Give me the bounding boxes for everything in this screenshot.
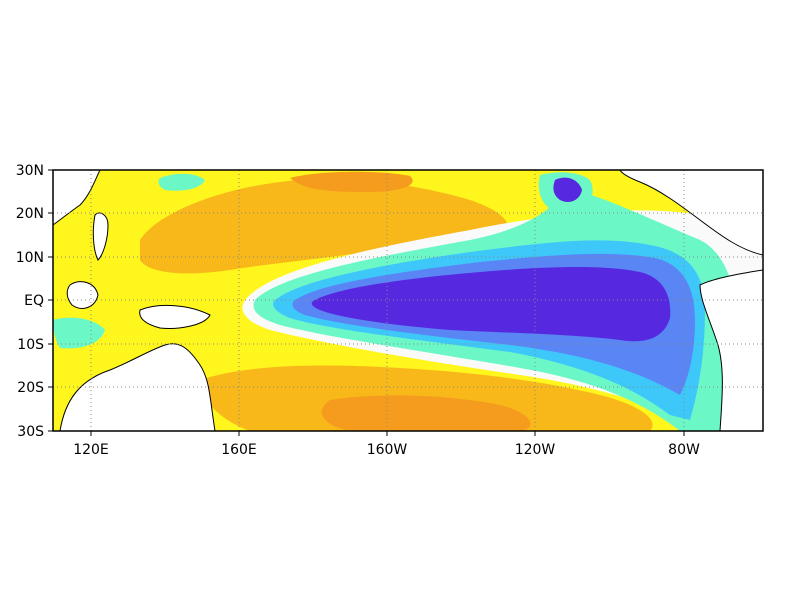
lat-labels: 30N 20N 10N EQ 10S 20S 30S bbox=[16, 163, 44, 440]
new-guinea-land bbox=[139, 305, 211, 329]
lon-label-120w: 120W bbox=[515, 442, 556, 458]
borneo-land bbox=[66, 281, 99, 309]
lat-label-20n: 20N bbox=[16, 206, 44, 222]
south-warm-core bbox=[321, 395, 531, 431]
lat-ticks bbox=[48, 169, 53, 432]
south-america-land bbox=[699, 269, 763, 431]
lat-label-10s: 10S bbox=[17, 337, 44, 353]
lon-label-120e: 120E bbox=[73, 442, 109, 458]
lon-label-160e: 160E bbox=[221, 442, 257, 458]
north-warm-band bbox=[140, 178, 509, 274]
lat-label-eq: EQ bbox=[24, 293, 44, 309]
lon-ticks bbox=[90, 431, 685, 436]
lon-label-160w: 160W bbox=[367, 442, 408, 458]
north-america-land bbox=[619, 170, 763, 256]
cool-deep-core bbox=[311, 267, 671, 342]
asia-land bbox=[53, 170, 101, 226]
north-warm-core bbox=[290, 171, 413, 192]
baja-deep-patch bbox=[553, 177, 582, 202]
west-pacific-cool-patch bbox=[53, 317, 105, 349]
lon-labels: 120E 160E 160W 120W 80W bbox=[73, 442, 700, 458]
lat-label-30n: 30N bbox=[16, 163, 44, 179]
lon-label-80w: 80W bbox=[668, 442, 700, 458]
lat-label-10n: 10N bbox=[16, 250, 44, 266]
field-layer bbox=[53, 170, 763, 431]
lat-label-30s: 30S bbox=[17, 424, 44, 440]
philippines-land bbox=[92, 212, 109, 261]
north-cool-patch bbox=[158, 173, 205, 191]
lat-label-20s: 20S bbox=[17, 380, 44, 396]
